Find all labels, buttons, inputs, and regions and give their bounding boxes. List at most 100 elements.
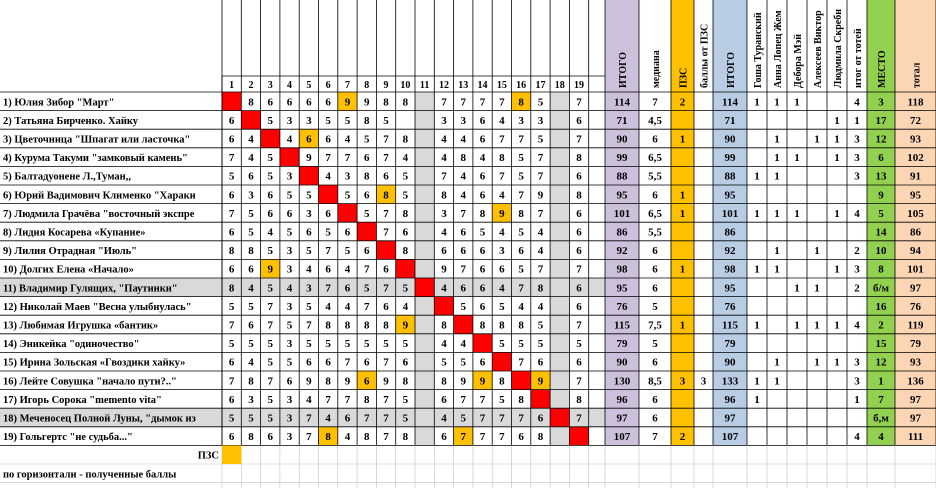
- col-number-label: 16: [516, 80, 526, 91]
- score-value: 8: [518, 208, 524, 220]
- score-value: 8: [325, 320, 331, 332]
- empty-column-cell: [550, 147, 570, 167]
- score-value: 6: [383, 171, 389, 183]
- median-value: 6: [652, 357, 658, 369]
- itogo2-value: 71: [725, 115, 736, 127]
- score-value: 7: [383, 208, 389, 220]
- col-number-label: 9: [384, 80, 389, 91]
- total-value: 97: [910, 413, 922, 425]
- score-value: 6: [229, 189, 235, 201]
- score-value: 8: [364, 115, 370, 127]
- score-value: 4: [538, 245, 544, 257]
- score-value: 3: [345, 171, 351, 183]
- score-value: 7: [576, 413, 582, 425]
- highlight-score-cell: [492, 203, 512, 223]
- score-value: 5: [383, 115, 389, 127]
- col-number-label: 12: [439, 80, 449, 91]
- score-value: 5: [325, 115, 331, 127]
- score-value: 9: [306, 152, 312, 164]
- score-value: 4: [403, 301, 409, 313]
- score-value: 5: [538, 338, 544, 350]
- score-value: 9: [538, 375, 544, 387]
- score-value: 9: [383, 375, 389, 387]
- median-value: 5: [652, 338, 658, 350]
- score-value: 5: [248, 301, 254, 313]
- summary-header-label: баллы от ПЗС: [700, 24, 711, 88]
- score-value: 7: [499, 171, 505, 183]
- total-value: 72: [910, 115, 922, 127]
- participant-name: 14) Эникейка "одиночество": [3, 339, 139, 350]
- sum-value: 107: [614, 431, 631, 443]
- score-value: 7: [383, 413, 389, 425]
- score-value: 9: [306, 375, 312, 387]
- self-vote-cell: [511, 371, 531, 390]
- vote-value: 1: [814, 134, 820, 146]
- score-value: 7: [383, 134, 389, 146]
- score-value: 6: [345, 227, 351, 239]
- self-vote-cell: [376, 240, 396, 260]
- score-value: 6: [461, 282, 467, 294]
- score-value: 7: [306, 431, 312, 443]
- place-value: 7: [878, 394, 884, 406]
- score-value: 7: [518, 413, 524, 425]
- summary-header-label: тотал: [912, 62, 923, 88]
- place-value: 4: [878, 431, 884, 443]
- empty-column-cell: [415, 203, 435, 223]
- score-value: 6: [345, 413, 351, 425]
- total-value: 97: [910, 394, 922, 406]
- score-value: 5: [499, 338, 505, 350]
- tot-value: 2: [854, 245, 860, 257]
- sum-value: 95: [617, 189, 629, 201]
- itogo2-value: 114: [722, 96, 738, 108]
- score-value: 4: [306, 264, 312, 276]
- score-value: 7: [499, 431, 505, 443]
- empty-column-cell: [415, 315, 435, 334]
- score-value: 6: [480, 171, 486, 183]
- score-value: 3: [248, 394, 254, 406]
- vote-value: 1: [834, 134, 840, 146]
- score-value: 5: [325, 227, 331, 239]
- score-value: 7: [383, 357, 389, 369]
- score-value: 5: [248, 413, 254, 425]
- pzs-value: 1: [680, 208, 686, 220]
- score-value: 6: [480, 115, 486, 127]
- itogo2-value: 88: [725, 171, 737, 183]
- place-value: 9: [878, 189, 884, 201]
- summary-header-label: Дебора Мэй: [793, 34, 804, 88]
- score-value: 5: [518, 227, 524, 239]
- total-value: 97: [910, 282, 922, 294]
- score-value: 7: [576, 375, 582, 387]
- score-value: 8: [403, 96, 409, 108]
- sum-value: 90: [617, 357, 629, 369]
- score-value: 8: [576, 152, 582, 164]
- participant-name: 9) Лилия Отрадная "Июль": [3, 246, 137, 257]
- score-value: 4: [287, 282, 293, 294]
- score-value: 7: [518, 282, 524, 294]
- score-value: 6: [325, 208, 331, 220]
- score-value: 7: [461, 208, 467, 220]
- score-value: 3: [441, 115, 447, 127]
- empty-column-cell: [550, 185, 570, 204]
- score-value: 6: [461, 227, 467, 239]
- score-value: 3: [461, 115, 467, 127]
- score-value: 3: [287, 245, 293, 257]
- score-value: 6: [229, 115, 235, 127]
- total-value: 86: [910, 227, 922, 239]
- score-value: 4: [441, 413, 447, 425]
- col-number-label: 19: [574, 80, 584, 91]
- place-value: 12: [876, 357, 888, 369]
- sum-value: 130: [614, 375, 631, 387]
- total-value: 76: [910, 301, 922, 313]
- score-value: 4: [441, 282, 447, 294]
- itogo2-value: 90: [725, 357, 737, 369]
- score-value: 6: [364, 245, 370, 257]
- score-value: 5: [364, 338, 370, 350]
- score-value: 5: [287, 189, 293, 201]
- score-value: 6: [306, 227, 312, 239]
- vote-value: 1: [814, 320, 820, 332]
- score-value: 6: [306, 134, 312, 146]
- median-value: 6: [652, 189, 658, 201]
- empty-column-cell: [550, 110, 570, 130]
- col-number-label: 7: [345, 80, 350, 91]
- score-value: 6: [364, 152, 370, 164]
